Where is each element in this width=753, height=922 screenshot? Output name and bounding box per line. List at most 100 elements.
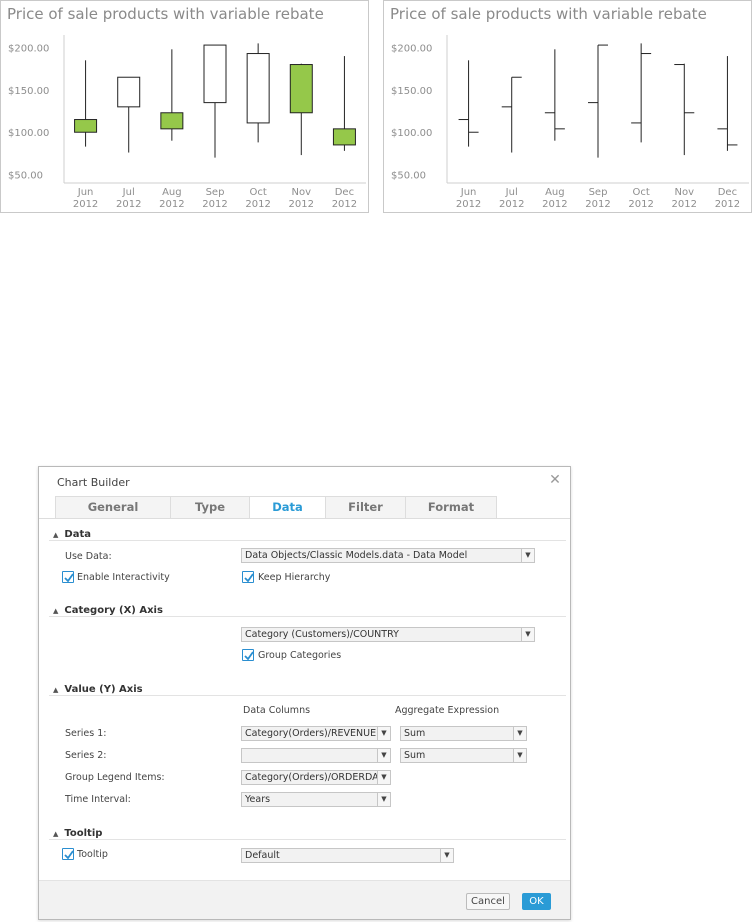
section-divider [49, 540, 566, 541]
x-tick-label-month: Sep [589, 187, 608, 198]
group-categories-checkbox[interactable] [242, 649, 254, 661]
x-tick-label-month: Nov [292, 187, 312, 198]
x-tick-label-year: 2012 [585, 199, 610, 210]
candle-body [118, 77, 140, 107]
tab-type[interactable]: Type [170, 496, 250, 518]
tooltip-checkbox[interactable] [62, 848, 74, 860]
tooltip-label: Tooltip [77, 849, 108, 860]
x-tick-label-year: 2012 [542, 199, 567, 210]
section-tooltip-header[interactable]: ▲ Tooltip [53, 828, 102, 839]
candle-body [204, 45, 226, 103]
tooltip-value: Default [245, 850, 280, 861]
time-interval-value: Years [245, 794, 270, 805]
tab-format[interactable]: Format [405, 496, 497, 518]
checkmark-icon [243, 572, 255, 584]
y-tick-label: $50.00 [8, 171, 43, 182]
dropdown-arrow-icon: ▼ [513, 727, 526, 740]
series1-label: Series 1: [65, 728, 106, 739]
time-interval-select[interactable]: Years ▼ [241, 792, 391, 807]
section-category-title: Category (X) Axis [64, 605, 163, 616]
dropdown-arrow-icon: ▼ [377, 771, 390, 784]
time-interval-label: Time Interval: [65, 794, 131, 805]
dropdown-arrow-icon: ▼ [377, 793, 390, 806]
ohlc-chart-panel: Price of sale products with variable reb… [383, 0, 752, 213]
data-columns-header: Data Columns [243, 705, 310, 716]
enable-interactivity-label: Enable Interactivity [77, 572, 170, 583]
close-icon[interactable]: ✕ [548, 473, 562, 487]
group-categories-label: Group Categories [258, 650, 341, 661]
candle-body [333, 129, 355, 145]
ok-button[interactable]: OK [522, 893, 551, 910]
series1-column-select[interactable]: Category(Orders)/REVENUE ▼ [241, 726, 391, 741]
x-tick-label-year: 2012 [289, 199, 314, 210]
chart-builder-dialog: Chart Builder ✕ General Type Data Filter… [38, 466, 571, 920]
keep-hierarchy-checkbox[interactable] [242, 571, 254, 583]
candle-body [75, 120, 97, 133]
section-divider [49, 839, 566, 840]
y-tick-label: $150.00 [391, 86, 432, 97]
series2-aggregate-select[interactable]: Sum ▼ [400, 748, 527, 763]
x-tick-label-month: Jun [77, 187, 94, 198]
x-tick-label-month: Dec [718, 187, 737, 198]
x-tick-label-month: Aug [545, 187, 565, 198]
candle-body [290, 65, 312, 113]
x-tick-label-month: Aug [162, 187, 182, 198]
x-tick-label-month: Oct [249, 187, 266, 198]
cancel-button[interactable]: Cancel [466, 893, 510, 910]
tooltip-select[interactable]: Default ▼ [241, 848, 454, 863]
y-tick-label: $200.00 [391, 44, 432, 55]
chart-title: Price of sale products with variable reb… [390, 5, 707, 23]
category-axis-select[interactable]: Category (Customers)/COUNTRY ▼ [241, 627, 535, 642]
x-tick-label-year: 2012 [159, 199, 184, 210]
use-data-select[interactable]: Data Objects/Classic Models.data - Data … [241, 548, 535, 563]
series2-column-select[interactable]: ▼ [241, 748, 391, 763]
collapse-triangle-icon: ▲ [53, 686, 58, 694]
x-tick-label-month: Sep [206, 187, 225, 198]
section-data-title: Data [64, 529, 91, 540]
y-tick-label: $100.00 [8, 128, 49, 139]
x-tick-label-month: Dec [335, 187, 354, 198]
dialog-title: Chart Builder [57, 476, 130, 489]
tab-filter[interactable]: Filter [325, 496, 406, 518]
dropdown-arrow-icon: ▼ [521, 628, 534, 641]
checkmark-icon [63, 849, 75, 861]
collapse-triangle-icon: ▲ [53, 830, 58, 838]
tab-general[interactable]: General [55, 496, 171, 518]
x-tick-label-year: 2012 [73, 199, 98, 210]
x-tick-label-year: 2012 [116, 199, 141, 210]
section-category-header[interactable]: ▲ Category (X) Axis [53, 605, 163, 616]
collapse-triangle-icon: ▲ [53, 607, 58, 615]
dropdown-arrow-icon: ▼ [513, 749, 526, 762]
ohlc-chart: Price of sale products with variable reb… [384, 1, 751, 212]
use-data-label: Use Data: [65, 551, 112, 562]
use-data-value: Data Objects/Classic Models.data - Data … [245, 550, 467, 561]
checkmark-icon [63, 572, 75, 584]
section-value-header[interactable]: ▲ Value (Y) Axis [53, 684, 143, 695]
x-tick-label-year: 2012 [499, 199, 524, 210]
dropdown-arrow-icon: ▼ [377, 749, 390, 762]
group-legend-select[interactable]: Category(Orders)/ORDERDAT ▼ [241, 770, 391, 785]
series1-aggregate-select[interactable]: Sum ▼ [400, 726, 527, 741]
keep-hierarchy-label: Keep Hierarchy [258, 572, 330, 583]
x-tick-label-year: 2012 [245, 199, 270, 210]
y-tick-label: $100.00 [391, 128, 432, 139]
dropdown-arrow-icon: ▼ [521, 549, 534, 562]
x-tick-label-month: Jul [122, 187, 135, 198]
series1-aggregate-value: Sum [404, 728, 425, 739]
enable-interactivity-checkbox[interactable] [62, 571, 74, 583]
y-tick-label: $150.00 [8, 86, 49, 97]
x-tick-label-month: Oct [632, 187, 649, 198]
x-tick-label-year: 2012 [332, 199, 357, 210]
tab-data[interactable]: Data [249, 496, 326, 518]
aggregate-expression-header: Aggregate Expression [395, 705, 499, 716]
category-axis-value: Category (Customers)/COUNTRY [245, 629, 399, 640]
section-divider [49, 695, 566, 696]
x-tick-label-year: 2012 [672, 199, 697, 210]
checkmark-icon [243, 650, 255, 662]
section-data-header[interactable]: ▲ Data [53, 529, 91, 540]
candle-body [247, 54, 269, 123]
x-tick-label-month: Nov [675, 187, 695, 198]
y-tick-label: $50.00 [391, 171, 426, 182]
series1-column-value: Category(Orders)/REVENUE [245, 728, 376, 739]
y-tick-label: $200.00 [8, 44, 49, 55]
